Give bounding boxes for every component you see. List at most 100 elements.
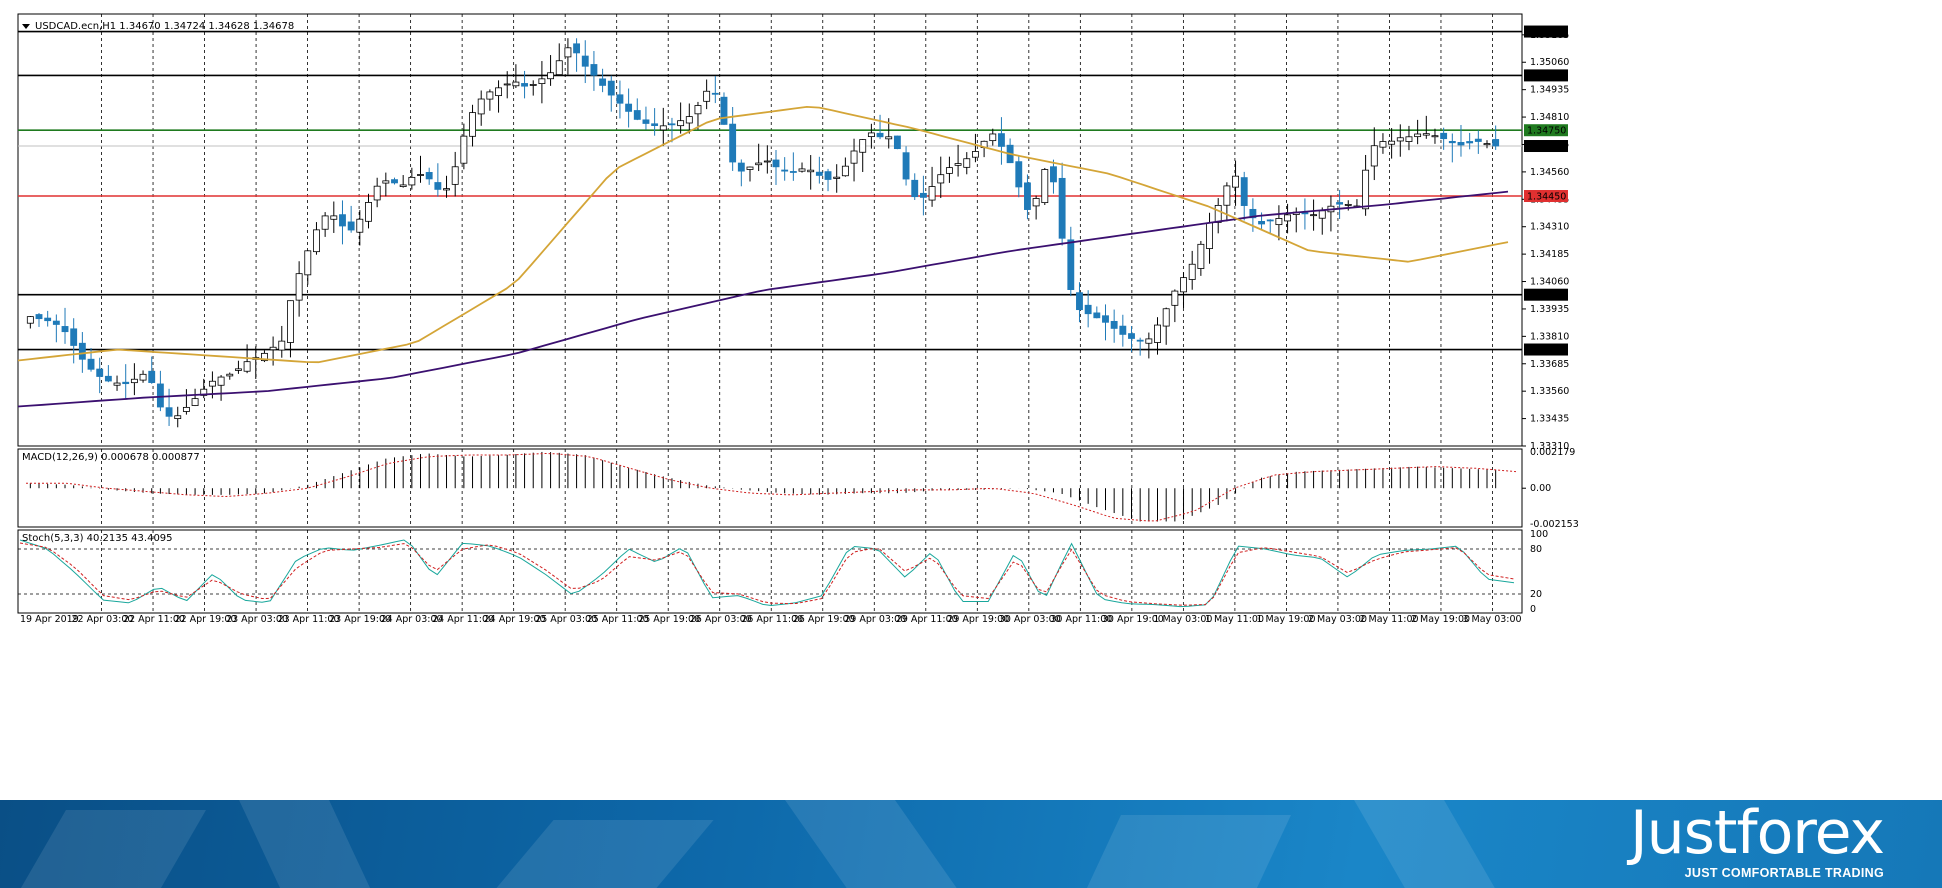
candle-bull (1180, 277, 1187, 293)
candle-bull (139, 373, 147, 381)
candle-bear (1084, 304, 1092, 315)
candle-bear (1119, 325, 1127, 335)
candle-bull (850, 150, 858, 164)
candle-bear (893, 135, 901, 150)
candle-bear (165, 407, 173, 417)
candle-bear (737, 162, 745, 172)
candle-bull (971, 151, 979, 158)
candle-bull (200, 388, 208, 396)
candle-bear (729, 123, 737, 163)
brand-logo: Justforex (1629, 800, 1885, 868)
candle-bull (1041, 169, 1049, 204)
candle-bear (1058, 177, 1066, 239)
candle-bear (633, 110, 641, 120)
ma-fast-line (17, 105, 1509, 364)
candle-bull (417, 174, 424, 176)
candle-bull (1431, 135, 1439, 138)
macd-tick-label: 0.00 (1530, 483, 1551, 494)
x-tick-label: 25 Apr 19:00 (638, 614, 700, 625)
candle-bull (1310, 214, 1318, 217)
candle-bear (616, 94, 624, 104)
candle-bear (156, 383, 164, 408)
candle-bear (425, 172, 433, 180)
candle-bear (720, 96, 728, 125)
price-tick-label: 1.34060 (1530, 277, 1569, 288)
candle-bull (1206, 222, 1213, 249)
candle-bear (78, 342, 86, 360)
candle-bull (460, 135, 468, 164)
chart-area[interactable]: 19 Apr 2019 22 Apr 03:00 22 Apr 11:00 22 Ap… (0, 0, 1942, 800)
candle-bear (902, 152, 910, 180)
candle-bear (1492, 139, 1500, 147)
candle-bear (651, 123, 659, 126)
level-tag-1.34750 (1524, 124, 1568, 137)
candle-bear (87, 358, 95, 370)
x-tick-label: 25 Apr 11:00 (587, 614, 649, 625)
x-tick-label: 26 Apr 19:00 (793, 614, 855, 625)
candle-bear (581, 55, 589, 67)
candle-bull (1032, 198, 1040, 207)
x-tick-label: 26 Apr 03:00 (690, 614, 752, 625)
candle-bear (339, 214, 346, 227)
candle-bull (113, 382, 121, 386)
candle-bear (1336, 202, 1344, 205)
candle-bear (70, 328, 78, 346)
candle-bull (685, 116, 693, 124)
x-tick-label: 30 Apr 19:00 (1102, 614, 1164, 625)
x-tick-label: 22 Apr 11:00 (123, 614, 185, 625)
x-tick-label: 24 Apr 11:00 (432, 614, 494, 625)
candle-bull (859, 139, 867, 153)
candle-bear (391, 179, 398, 184)
level-tag-1.34000 (1524, 288, 1568, 301)
macd-label: MACD(12,26,9) 0.000678 0.000877 (22, 452, 200, 463)
candle-bull (330, 215, 338, 220)
price-tick-label: 1.34310 (1530, 222, 1569, 233)
candle-bull (226, 373, 234, 377)
candle-bear (1110, 320, 1118, 329)
x-tick-label: 1 May 19:00 (1256, 614, 1315, 625)
candle-bear (1266, 219, 1274, 222)
brand-footer: Justforex JUST COMFORTABLE TRADING (0, 800, 1942, 888)
stoch-tick-label: 80 (1530, 544, 1542, 555)
level-tag-text: 1.34750 (1527, 126, 1566, 137)
candle-bear (815, 171, 823, 176)
x-tick-label: 23 Apr 03:00 (226, 614, 288, 625)
candle-bear (1448, 140, 1456, 144)
candle-bull (945, 167, 953, 174)
x-tick-label: 2 May 11:00 (1359, 614, 1418, 625)
candle-bear (52, 320, 60, 325)
candle-bull (408, 176, 416, 186)
price-tick-label: 1.34935 (1530, 85, 1569, 96)
candle-bull (1284, 214, 1292, 222)
level-tag-text: 1.35200 (1527, 27, 1566, 38)
candle-bear (772, 159, 780, 168)
candle-bull (495, 87, 502, 97)
stoch-tick-label: 100 (1530, 529, 1548, 540)
candle-bull (191, 398, 199, 406)
candle-bull (1145, 338, 1153, 344)
candle-bear (607, 80, 615, 96)
x-tick-label: 1 May 03:00 (1153, 614, 1212, 625)
level-tag-1.35000 (1524, 69, 1568, 82)
x-tick-label: 29 Apr 19:00 (947, 614, 1009, 625)
candle-bull (130, 378, 138, 384)
x-tick-label: 2 May 03:00 (1308, 614, 1367, 625)
x-tick-label: 1 May 11:00 (1205, 614, 1264, 625)
x-tick-label: 24 Apr 03:00 (381, 614, 443, 625)
candle-bear (590, 64, 598, 76)
candle-bull (833, 176, 841, 179)
level-tag-text: 1.34678 (1527, 142, 1566, 153)
candle-bull (208, 380, 216, 387)
candle-bear (148, 370, 156, 383)
candle-bear (625, 103, 633, 112)
candle-bull (477, 98, 485, 115)
candle-bull (1223, 185, 1231, 206)
candle-bull (243, 361, 251, 372)
candle-bear (61, 326, 69, 333)
candle-bull (1379, 141, 1387, 148)
x-tick-label: 2 May 19:00 (1411, 614, 1470, 625)
candle-bull (1197, 243, 1205, 269)
candle-bull (763, 160, 771, 163)
candle-bull (295, 273, 303, 301)
